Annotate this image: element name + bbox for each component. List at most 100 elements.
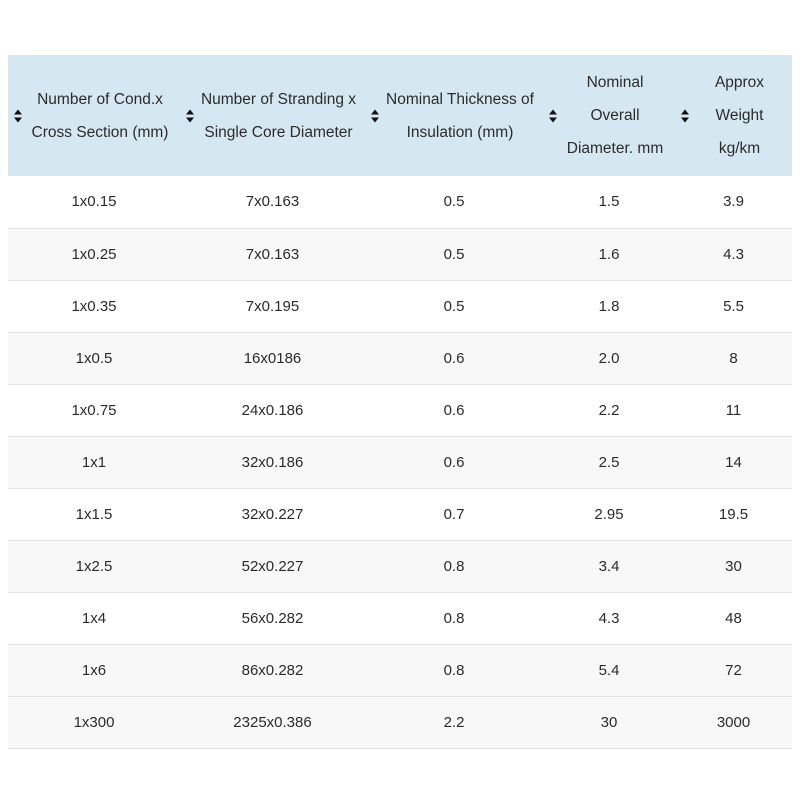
column-header-label: Number of Stranding x Single Core Diamete… [201,83,356,149]
table-row: 1x1 32x0.186 0.6 2.5 14 [8,435,792,488]
cell-conductor: 1x1 [8,435,180,488]
cell-stranding: 52x0.227 [180,539,365,592]
table-row: 1x300 2325x0.386 2.2 30 3000 [8,695,792,749]
column-header-label: Nominal Thickness of Insulation (mm) [386,83,534,149]
cell-diameter: 2.2 [543,383,675,436]
cell-stranding: 16x0186 [180,331,365,384]
cell-diameter: 1.8 [543,279,675,332]
column-header-line: Nominal Thickness of [386,90,534,108]
cell-conductor: 1x2.5 [8,539,180,592]
sort-down-arrow-icon [371,117,379,122]
header-row: Number of Cond.x Cross Section (mm) Number… [8,55,792,176]
table-row: 1x6 86x0.282 0.8 5.4 72 [8,643,792,696]
page: Number of Cond.x Cross Section (mm) Number… [8,55,792,749]
sort-icon[interactable] [681,109,689,122]
cell-diameter: 5.4 [543,643,675,696]
column-header-line: Overall [590,107,640,124]
column-header-line: Number of Cond.x [37,90,163,108]
cell-conductor: 1x0.75 [8,383,180,436]
cell-weight: 3000 [675,695,792,749]
cell-insulation: 0.5 [365,176,543,228]
cell-insulation: 0.8 [365,643,543,696]
column-header-line: Number of Stranding x [200,90,357,108]
cell-conductor: 1x1.5 [8,487,180,540]
sort-up-arrow-icon [681,109,689,114]
column-header-label: Nominal Overall Diameter. mm [567,66,663,165]
cable-spec-table: Number of Cond.x Cross Section (mm) Number… [8,55,792,749]
cell-conductor: 1x4 [8,591,180,644]
sort-icon[interactable] [186,109,194,122]
cell-conductor: 1x0.5 [8,331,180,384]
table-row: 1x2.5 52x0.227 0.8 3.4 30 [8,539,792,592]
cell-conductor: 1x6 [8,643,180,696]
cell-insulation: 0.6 [365,331,543,384]
cell-stranding: 86x0.282 [180,643,365,696]
cell-diameter: 4.3 [543,591,675,644]
column-header-conductor[interactable]: Number of Cond.x Cross Section (mm) [8,55,180,176]
cell-stranding: 7x0.163 [180,176,365,228]
cell-insulation: 0.8 [365,539,543,592]
column-header-line: Approx [714,74,765,91]
sort-down-arrow-icon [186,117,194,122]
sort-up-arrow-icon [186,109,194,114]
cell-stranding: 7x0.163 [180,227,365,280]
cell-insulation: 0.5 [365,279,543,332]
cell-weight: 72 [675,643,792,696]
table-row: 1x0.5 16x0186 0.6 2.0 8 [8,331,792,384]
column-header-line: kg/km [718,140,761,157]
cell-weight: 19.5 [675,487,792,540]
sort-down-arrow-icon [681,117,689,122]
table-row: 1x4 56x0.282 0.8 4.3 48 [8,591,792,644]
cell-weight: 4.3 [675,227,792,280]
cell-diameter: 30 [543,695,675,749]
sort-up-arrow-icon [549,109,557,114]
cell-insulation: 0.6 [365,383,543,436]
cell-insulation: 0.8 [365,591,543,644]
cell-conductor: 1x0.35 [8,279,180,332]
cell-diameter: 2.0 [543,331,675,384]
cell-diameter: 2.95 [543,487,675,540]
sort-icon[interactable] [549,109,557,122]
table-row: 1x1.5 32x0.227 0.7 2.95 19.5 [8,487,792,540]
sort-up-arrow-icon [371,109,379,114]
cell-weight: 5.5 [675,279,792,332]
cell-stranding: 32x0.186 [180,435,365,488]
cell-insulation: 2.2 [365,695,543,749]
cell-stranding: 56x0.282 [180,591,365,644]
column-header-diameter[interactable]: Nominal Overall Diameter. mm [543,55,675,176]
cell-conductor: 1x300 [8,695,180,749]
column-header-line: Cross Section (mm) [31,123,169,141]
column-header-stranding[interactable]: Number of Stranding x Single Core Diamete… [180,55,365,176]
column-header-insulation[interactable]: Nominal Thickness of Insulation (mm) [365,55,543,176]
cell-weight: 11 [675,383,792,436]
cell-insulation: 0.6 [365,435,543,488]
column-header-line: Insulation (mm) [406,123,514,141]
sort-down-arrow-icon [549,117,557,122]
cell-weight: 8 [675,331,792,384]
sort-icon[interactable] [14,109,22,122]
cell-conductor: 1x0.15 [8,176,180,228]
table-row: 1x0.75 24x0.186 0.6 2.2 11 [8,383,792,436]
column-header-label: Approx Weight kg/km [715,66,764,165]
column-header-label: Number of Cond.x Cross Section (mm) [32,83,169,149]
column-header-line: Single Core Diameter [204,123,353,141]
cell-diameter: 1.6 [543,227,675,280]
sort-down-arrow-icon [14,117,22,122]
cell-insulation: 0.7 [365,487,543,540]
table-row: 1x0.25 7x0.163 0.5 1.6 4.3 [8,227,792,280]
column-header-line: Weight [715,107,764,124]
sort-icon[interactable] [371,109,379,122]
cell-conductor: 1x0.25 [8,227,180,280]
cell-stranding: 24x0.186 [180,383,365,436]
cell-weight: 30 [675,539,792,592]
cell-insulation: 0.5 [365,227,543,280]
cell-stranding: 32x0.227 [180,487,365,540]
table-body: 1x0.15 7x0.163 0.5 1.5 3.9 1x0.25 7x0.163 0.5 1.… [8,176,792,749]
column-header-weight[interactable]: Approx Weight kg/km [675,55,792,176]
cell-diameter: 3.4 [543,539,675,592]
column-header-line: Diameter. mm [566,140,664,157]
table-row: 1x0.35 7x0.195 0.5 1.8 5.5 [8,279,792,332]
cell-stranding: 2325x0.386 [180,695,365,749]
cell-weight: 48 [675,591,792,644]
cell-stranding: 7x0.195 [180,279,365,332]
